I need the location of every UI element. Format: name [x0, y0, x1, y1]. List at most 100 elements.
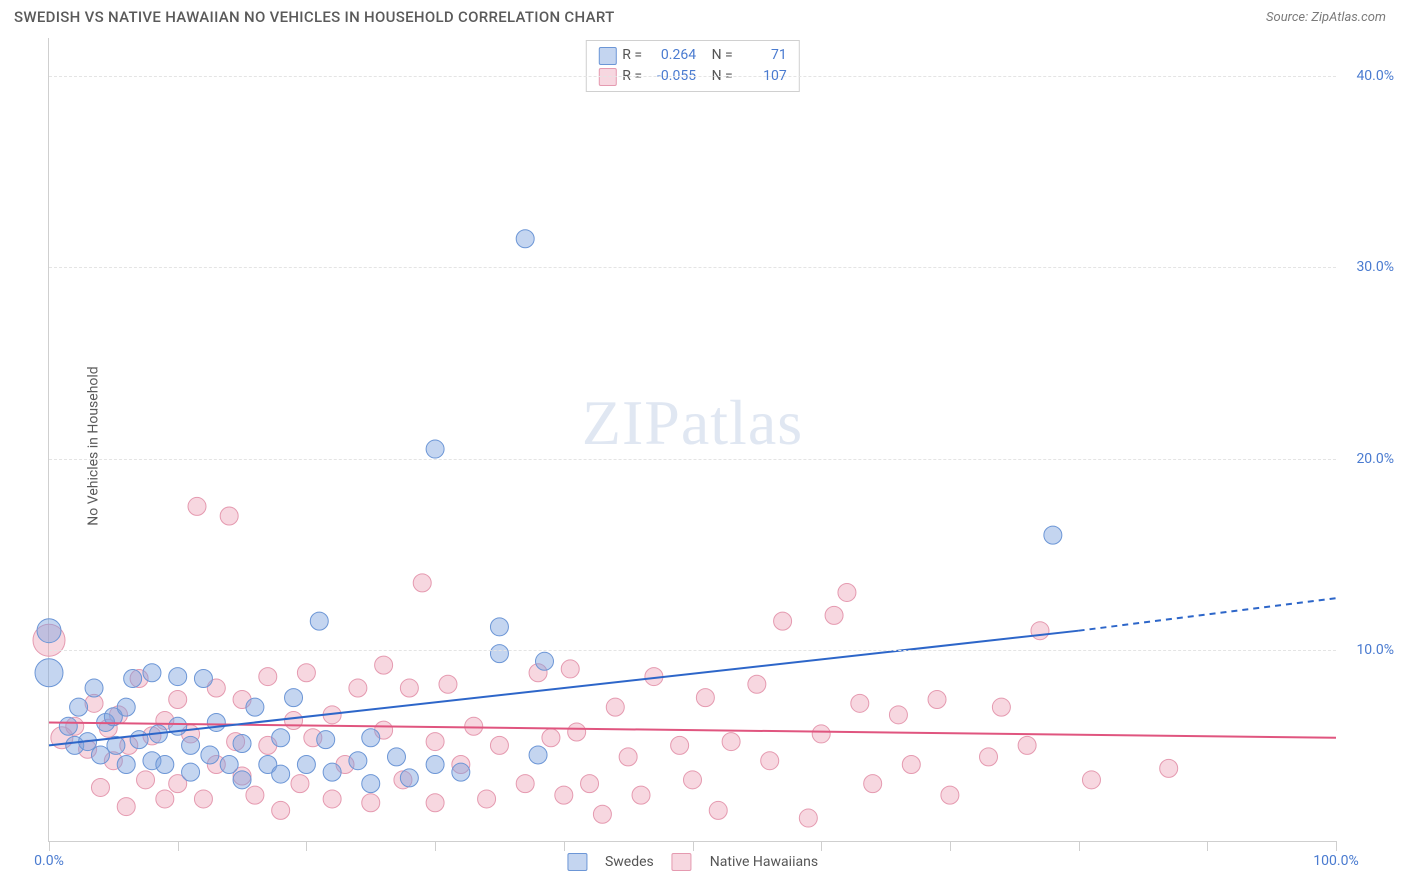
scatter-point: [59, 717, 77, 735]
scatter-point: [323, 763, 341, 781]
scatter-point: [297, 756, 315, 774]
scatter-point: [297, 664, 315, 682]
y-tick-label: 10.0%: [1356, 642, 1394, 658]
scatter-point: [233, 771, 251, 789]
scatter-point: [490, 618, 508, 636]
scatter-point: [117, 756, 135, 774]
scatter-point: [426, 440, 444, 458]
scatter-point: [310, 612, 328, 630]
scatter-point: [1160, 759, 1178, 777]
y-tick-label: 30.0%: [1356, 259, 1394, 275]
scatter-point: [233, 734, 251, 752]
scatter-point: [169, 691, 187, 709]
scatter-point: [169, 668, 187, 686]
source-attribution: Source: ZipAtlas.com: [1266, 10, 1386, 25]
scatter-point: [291, 775, 309, 793]
scatter-point: [581, 775, 599, 793]
scatter-point: [182, 763, 200, 781]
scatter-point: [516, 775, 534, 793]
scatter-point: [632, 786, 650, 804]
scatter-point: [349, 679, 367, 697]
scatter-point: [91, 746, 109, 764]
scatter-point: [889, 706, 907, 724]
scatter-point: [246, 698, 264, 716]
scatter-point: [285, 689, 303, 707]
scatter-point: [272, 801, 290, 819]
scatter-point: [941, 786, 959, 804]
scatter-point: [194, 790, 212, 808]
scatter-point: [400, 679, 418, 697]
scatter-point: [426, 756, 444, 774]
scatter-point: [182, 736, 200, 754]
legend-swatch-hawaiians: [672, 853, 692, 871]
scatter-point: [761, 752, 779, 770]
scatter-point: [452, 763, 470, 781]
scatter-point: [555, 786, 573, 804]
scatter-point: [748, 675, 766, 693]
scatter-point: [535, 652, 553, 670]
scatter-point: [220, 756, 238, 774]
scatter-point: [1082, 771, 1100, 789]
scatter-point: [426, 733, 444, 751]
scatter-point: [362, 794, 380, 812]
y-tick-label: 40.0%: [1356, 68, 1394, 84]
scatter-point: [671, 736, 689, 754]
x-tick-label: 0.0%: [34, 853, 64, 869]
scatter-point: [606, 698, 624, 716]
scatter-point: [137, 771, 155, 789]
scatter-svg: [49, 38, 1336, 841]
scatter-point: [124, 669, 142, 687]
scatter-point: [362, 775, 380, 793]
scatter-point: [201, 746, 219, 764]
scatter-point: [400, 769, 418, 787]
scatter-point: [439, 675, 457, 693]
scatter-point: [117, 698, 135, 716]
legend-swatch-swedes: [567, 853, 587, 871]
scatter-point: [220, 507, 238, 525]
scatter-point: [70, 698, 88, 716]
scatter-point: [864, 775, 882, 793]
scatter-point: [1018, 736, 1036, 754]
scatter-point: [722, 733, 740, 751]
scatter-point: [812, 725, 830, 743]
scatter-point: [285, 712, 303, 730]
scatter-point: [259, 668, 277, 686]
x-tick-label: 100.0%: [1313, 853, 1358, 869]
scatter-point: [1031, 622, 1049, 640]
scatter-point: [709, 801, 727, 819]
scatter-point: [774, 612, 792, 630]
scatter-point: [272, 729, 290, 747]
scatter-point: [561, 660, 579, 678]
scatter-point: [851, 694, 869, 712]
scatter-point: [143, 664, 161, 682]
scatter-point: [362, 729, 380, 747]
scatter-point: [317, 731, 335, 749]
scatter-point: [980, 748, 998, 766]
scatter-point: [465, 717, 483, 735]
scatter-point: [490, 645, 508, 663]
scatter-point: [928, 691, 946, 709]
scatter-point: [375, 656, 393, 674]
scatter-point: [684, 771, 702, 789]
scatter-point: [825, 606, 843, 624]
scatter-point: [37, 619, 61, 643]
legend-label-hawaiians: Native Hawaiians: [710, 854, 818, 870]
scatter-point: [902, 756, 920, 774]
scatter-point: [349, 752, 367, 770]
scatter-point: [426, 794, 444, 812]
scatter-point: [619, 748, 637, 766]
scatter-point: [188, 497, 206, 515]
chart-plot-area: ZIPatlas R = 0.264 N = 71 R = -0.055 N =…: [48, 38, 1336, 842]
scatter-point: [799, 809, 817, 827]
scatter-point: [696, 689, 714, 707]
series-legend: Swedes Native Hawaiians: [567, 853, 818, 871]
scatter-point: [992, 698, 1010, 716]
scatter-point: [593, 805, 611, 823]
scatter-point: [1044, 526, 1062, 544]
scatter-point: [194, 669, 212, 687]
scatter-point: [246, 786, 264, 804]
scatter-point: [272, 765, 290, 783]
y-tick-label: 20.0%: [1356, 451, 1394, 467]
legend-label-swedes: Swedes: [605, 854, 654, 870]
scatter-point: [542, 729, 560, 747]
